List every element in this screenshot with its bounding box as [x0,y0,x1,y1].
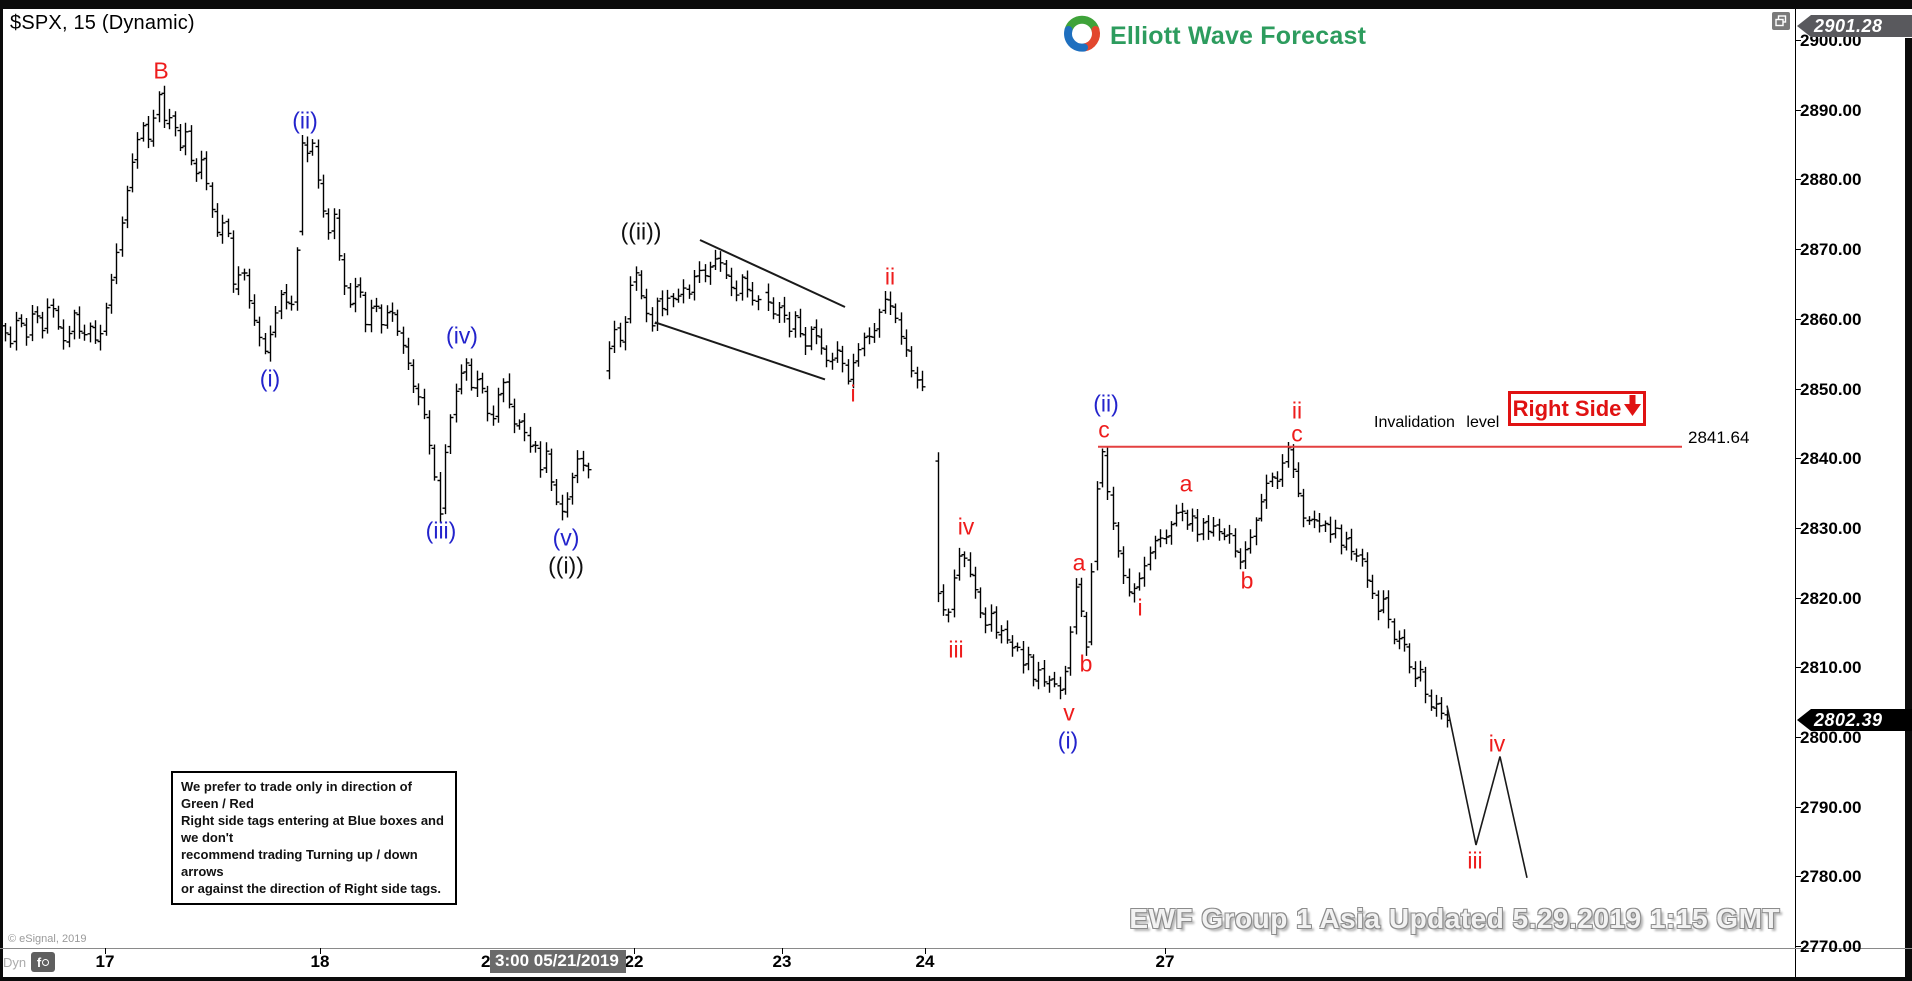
price-tick-mark [1795,40,1801,41]
wave-label-iii: (iii) [425,517,457,544]
price-tick-mark [1795,806,1801,808]
wave-label-a: a [1072,549,1086,576]
window-bottom-bar [0,977,1912,981]
price-tick-mark [1795,667,1801,669]
disclaimer-line: Right side tags entering at Blue boxes a… [181,813,444,845]
price-tick-mark [1795,527,1801,529]
date-tick-mark [782,948,783,954]
wave-label-i: (i) [1057,727,1079,754]
date-tick-mark [105,948,106,954]
channel-trendline-1 [699,239,846,308]
wave-label-iv: (iv) [446,322,478,349]
price-tick-label: 2790.00 [1800,797,1862,817]
wave-label-i: i [1137,594,1143,621]
wave-label-ii: (ii) [292,107,318,134]
window-left-edge [0,0,3,981]
date-highlight-box: 3:00 05/21/2019 [490,950,626,973]
price-tick-label: 2850.00 [1800,379,1862,399]
wave-label-v: (v) [552,524,580,551]
price-tick-label: 2840.00 [1800,449,1862,469]
wave-label-iv: iv [957,513,975,540]
wave-label-a: a [1179,470,1193,497]
brand-name: Elliott Wave Forecast [1110,22,1367,50]
wave-label-iii: iii [1467,847,1483,874]
wave-label-B: B [153,57,169,84]
right-side-label: Right Side [1512,395,1622,421]
price-tick-mark [1795,109,1801,111]
wave-label-c: c [1291,420,1303,447]
price-tick-label: 2860.00 [1800,309,1862,329]
invalidation-level-value: 2841.64 [1688,428,1750,447]
disclaimer-line: recommend trading Turning up / down arro… [181,847,418,879]
date-tick-mark [1165,948,1166,954]
date-tick-label: 24 [915,952,935,971]
price-tick-label: 2880.00 [1800,170,1862,190]
wave-label-b: b [1240,567,1254,594]
price-tick-mark [1795,388,1801,390]
date-tick-mark [925,948,926,954]
last-price-badge: 2802.39 [1797,709,1912,731]
date-tick-label: 18 [310,952,330,971]
update-note: EWF Group 1 Asia Updated 5.29.2019 1:15 … [1129,903,1780,934]
price-tick-mark [1795,597,1801,599]
disclaimer-box: We prefer to trade only in direction of … [171,771,457,905]
window-top-bar [0,0,1912,9]
wave-label-ii: (ii) [1093,390,1119,417]
channel-trendline-2 [654,321,826,381]
price-tick-label: 2770.00 [1800,937,1862,957]
wave-label-ii: ii [1291,397,1303,424]
ohlc-bars [2,85,1451,728]
date-tick-label: 23 [772,952,792,971]
wave-label-i: i [850,380,856,407]
price-tick-mark [1795,876,1801,878]
date-tick-mark [320,948,321,954]
price-axis-separator [1795,9,1796,977]
date-tick-label: 17 [95,952,115,971]
price-tick-label: 2890.00 [1800,100,1862,120]
wave-label-i: (i) [259,365,281,392]
date-tick-mark [634,948,635,954]
right-side-tag: Right Side [1508,391,1646,426]
wave-label-v: v [1063,699,1075,726]
elliott-wave-swirl-icon [1062,14,1102,59]
invalidation-level-label: Invalidation level [1374,414,1500,431]
disclaimer-line: or against the direction of Right side t… [181,881,442,896]
wave-label-iv: iv [1488,730,1506,757]
session-high-badge: 2901.28 [1797,15,1912,37]
time-axis-separator [0,948,1912,949]
wave-label-b: b [1079,650,1093,677]
price-tick-mark [1795,737,1801,738]
disclaimer-line: We prefer to trade only in direction of … [181,779,412,811]
window-right-edge [1905,38,1912,981]
esignal-copyright: © eSignal, 2019 [8,933,87,945]
wave-label-ii: ((ii)) [620,218,662,245]
forecast-path [1446,705,1528,878]
restore-window-icon[interactable] [1772,12,1790,30]
date-label-partial: 2 [481,952,491,971]
date-tick-label: 22 [624,952,644,971]
wave-label-iii: iii [948,636,964,663]
price-tick-mark [1795,458,1801,460]
price-tick-label: 2780.00 [1800,867,1862,887]
price-tick-mark [1795,249,1801,251]
price-tick-mark [1795,179,1801,181]
price-tick-label: 2800.00 [1800,728,1862,747]
dyn-mode-icon[interactable]: f [31,952,55,972]
price-tick-mark [1795,946,1801,948]
dyn-mode-label: Dyn [3,955,27,970]
chart-title: $SPX, 15 (Dynamic) [10,12,195,34]
price-tick-label: 2820.00 [1800,588,1862,608]
down-arrow-icon [1624,395,1642,422]
wave-label-ii: ii [884,263,896,290]
date-tick-label: 27 [1155,952,1175,971]
price-tick-label: 2870.00 [1800,240,1862,260]
wave-label-i: ((i)) [548,552,584,579]
wave-label-c: c [1098,416,1110,443]
price-tick-label: 2810.00 [1800,658,1862,678]
price-tick-label: 2830.00 [1800,518,1862,538]
price-tick-mark [1795,318,1801,320]
brand-logo: Elliott Wave Forecast [1062,14,1366,59]
